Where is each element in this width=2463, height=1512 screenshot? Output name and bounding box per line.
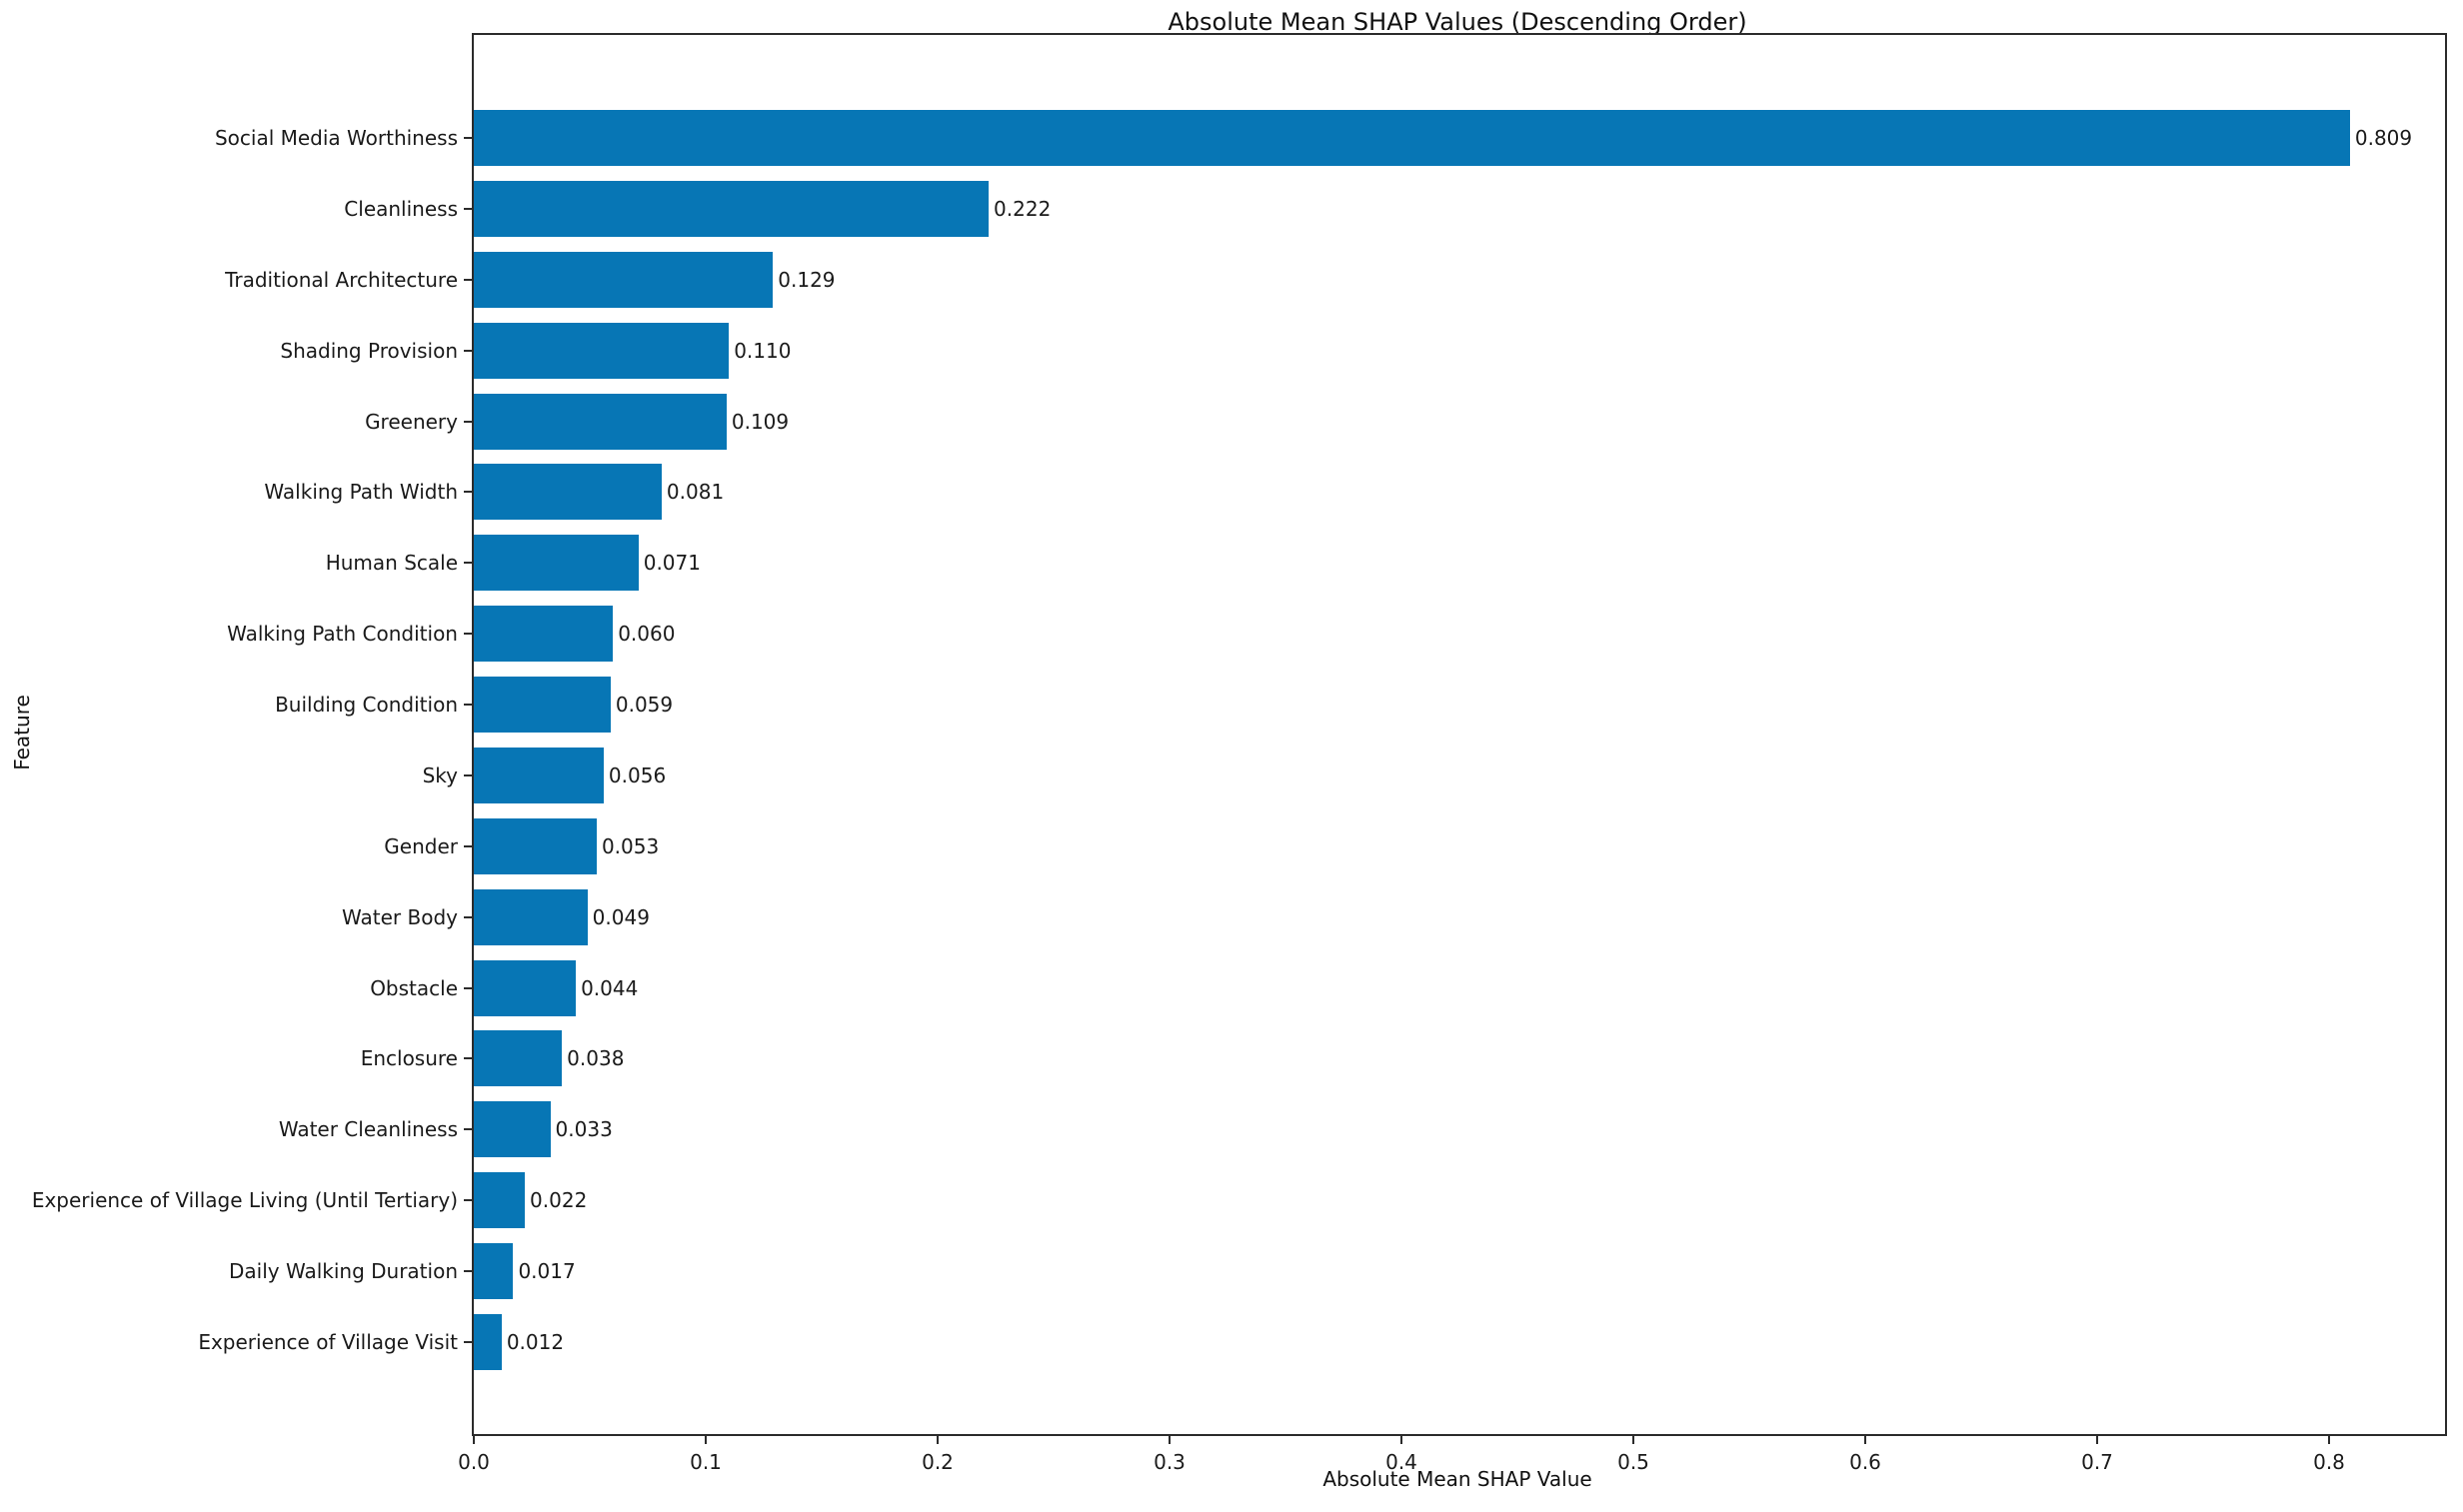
y-tick-mark <box>464 704 472 707</box>
y-tick-label: Cleanliness <box>344 196 458 221</box>
y-tick-mark <box>464 349 472 352</box>
y-tick-mark <box>464 491 472 494</box>
bar <box>474 1101 551 1158</box>
x-tick-mark <box>2096 1436 2098 1444</box>
x-tick-mark <box>705 1436 707 1444</box>
bar <box>474 464 662 521</box>
x-tick-label: 0.2 <box>922 1450 954 1474</box>
bar-value-label: 0.038 <box>567 1046 625 1071</box>
bar <box>474 393 727 450</box>
bar <box>474 888 588 945</box>
y-tick-mark <box>464 633 472 636</box>
bar <box>474 817 597 874</box>
y-tick-mark <box>464 986 472 989</box>
bar-value-label: 0.033 <box>555 1117 613 1142</box>
y-tick-label: Greenery <box>365 409 458 434</box>
bar <box>474 180 990 237</box>
x-tick-mark <box>937 1436 939 1444</box>
y-tick-label: Sky <box>422 762 458 787</box>
y-tick-label: Traditional Architecture <box>225 267 458 292</box>
x-tick-mark <box>2328 1436 2330 1444</box>
y-tick-mark <box>464 844 472 847</box>
plot-area: 0.809 Social Media Worthiness 0.222 Cleanli… <box>32 33 2447 1474</box>
x-axis-label: Absolute Mean SHAP Value <box>1322 1467 1592 1491</box>
bar <box>474 322 730 379</box>
bar-value-label: 0.809 <box>2354 126 2413 150</box>
bar-value-label: 0.049 <box>592 904 650 929</box>
x-tick-mark <box>1400 1436 1402 1444</box>
bar-value-label: 0.129 <box>778 267 836 292</box>
y-tick-label: Water Cleanliness <box>278 1117 458 1142</box>
bar-value-label: 0.081 <box>666 480 725 505</box>
bar-value-label: 0.053 <box>601 833 660 858</box>
x-tick-label: 0.1 <box>690 1450 722 1474</box>
y-tick-label: Enclosure <box>360 1046 458 1071</box>
chart-title: Absolute Mean SHAP Values (Descending Or… <box>1168 8 1747 36</box>
bar-value-label: 0.017 <box>518 1259 576 1284</box>
y-tick-mark <box>464 207 472 210</box>
y-tick-label: Daily Walking Duration <box>228 1259 458 1284</box>
x-tick-mark <box>1632 1436 1634 1444</box>
y-tick-label: Gender <box>384 833 458 858</box>
x-tick-label: 0.0 <box>458 1450 490 1474</box>
y-tick-mark <box>464 773 472 776</box>
bar <box>474 1313 502 1370</box>
y-tick-label: Social Media Worthiness <box>214 126 458 150</box>
y-tick-label: Walking Path Condition <box>227 622 458 647</box>
bar <box>474 251 774 308</box>
y-tick-label: Shading Provision <box>280 338 458 363</box>
y-tick-mark <box>464 137 472 139</box>
y-tick-label: Water Body <box>342 904 458 929</box>
bar-value-label: 0.022 <box>530 1188 588 1213</box>
y-tick-mark <box>464 562 472 565</box>
x-tick-label: 0.3 <box>1154 1450 1186 1474</box>
bar <box>474 747 604 803</box>
bar-value-label: 0.109 <box>731 409 790 434</box>
y-tick-mark <box>464 1340 472 1343</box>
x-tick-label: 0.6 <box>1849 1450 1881 1474</box>
y-tick-label: Experience of Village Living (Until Tert… <box>31 1188 458 1213</box>
x-tick-label: 0.8 <box>2313 1450 2345 1474</box>
y-tick-mark <box>464 420 472 423</box>
bar <box>474 1030 563 1087</box>
x-tick-mark <box>1864 1436 1866 1444</box>
bar <box>474 677 611 734</box>
bar-value-label: 0.056 <box>608 762 667 787</box>
x-tick-mark <box>1169 1436 1171 1444</box>
y-tick-mark <box>464 278 472 281</box>
bar <box>474 959 577 1016</box>
bar-value-label: 0.060 <box>618 622 676 647</box>
y-tick-label: Building Condition <box>275 693 458 718</box>
y-tick-mark <box>464 1270 472 1273</box>
bar <box>474 1172 526 1229</box>
x-tick-label: 0.5 <box>1617 1450 1649 1474</box>
bar-value-label: 0.071 <box>643 551 701 576</box>
bar-value-label: 0.044 <box>581 975 639 1000</box>
x-tick-mark <box>473 1436 475 1444</box>
y-axis-label: Feature <box>10 695 34 770</box>
y-tick-mark <box>464 915 472 918</box>
bar <box>474 535 639 592</box>
bar-value-label: 0.222 <box>994 196 1052 221</box>
x-tick-label: 0.7 <box>2081 1450 2113 1474</box>
y-tick-mark <box>464 1128 472 1131</box>
y-tick-label: Obstacle <box>370 975 458 1000</box>
bar <box>474 606 614 663</box>
y-tick-label: Human Scale <box>325 551 458 576</box>
bar-value-label: 0.059 <box>615 693 674 718</box>
bar <box>474 1243 514 1300</box>
y-tick-label: Walking Path Width <box>264 480 458 505</box>
y-tick-label: Experience of Village Visit <box>198 1329 458 1354</box>
bar-value-label: 0.012 <box>506 1329 565 1354</box>
y-tick-mark <box>464 1199 472 1202</box>
bar <box>474 110 2350 166</box>
y-tick-mark <box>464 1057 472 1060</box>
x-tick-label: 0.4 <box>1385 1450 1417 1474</box>
bar-value-label: 0.110 <box>734 338 792 363</box>
